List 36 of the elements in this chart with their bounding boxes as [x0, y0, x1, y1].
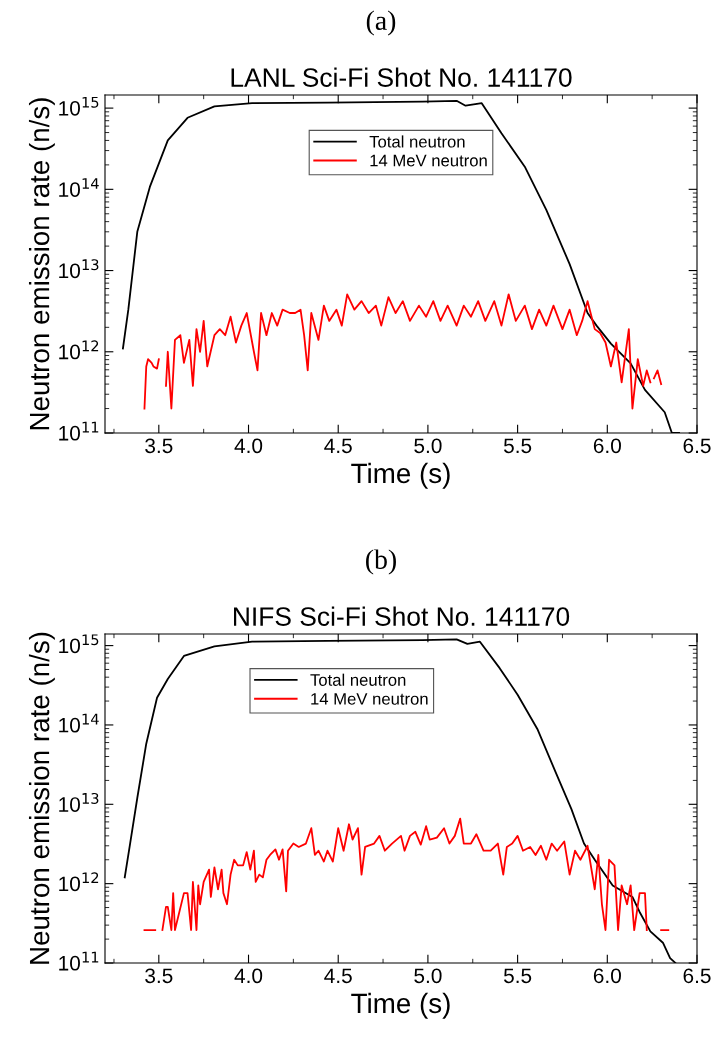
y-tick-label: 10$^{11}$ [59, 421, 99, 441]
y-tick-label: 10$^{13}$ [59, 792, 99, 812]
x-tick-label: 4.5 [324, 968, 352, 984]
x-axis-title: Time (s) [351, 992, 450, 1019]
y-tick-label: 10$^{13}$ [59, 259, 99, 279]
x-tick-label: 6.0 [593, 968, 621, 984]
x-axis-title: Time (s) [351, 462, 450, 489]
x-tick-label: 6.5 [683, 438, 711, 454]
x-tick-label: 4.5 [324, 438, 352, 454]
x-tick-label: 6.5 [683, 968, 711, 984]
y-tick-label: 10$^{14}$ [59, 713, 99, 733]
y-axis-title: Neutron emission rate (n/s) [28, 98, 55, 430]
y-tick-label: 10$^{14}$ [59, 178, 99, 197]
y-axis-title: Neutron emission rate (n/s) [28, 632, 55, 964]
x-tick-label: 5.0 [414, 968, 442, 984]
x-tick-label: 5.5 [503, 968, 532, 984]
text: (b) [366, 549, 396, 575]
y-tick-label: 10$^{12}$ [59, 872, 99, 892]
y-tick-label: 10$^{11}$ [59, 951, 99, 971]
x-tick-label: 6.0 [593, 438, 621, 454]
chart-title: LANL Sci-Fi Shot No. 141170 [231, 67, 572, 87]
legend-label: 14 MeV neutron [370, 154, 487, 167]
y-tick-label: 10$^{15}$ [59, 96, 99, 116]
chart-title: NIFS Sci-Fi Shot No. 141170 [234, 606, 570, 626]
x-tick-label: 3.5 [145, 438, 173, 454]
text: (a) [366, 10, 396, 36]
x-tick-label: 3.5 [145, 968, 173, 984]
x-tick-label: 5.0 [414, 438, 442, 454]
y-tick-label: 10$^{12}$ [59, 340, 99, 360]
x-tick-label: 5.5 [503, 438, 532, 454]
x-tick-label: 4.0 [234, 968, 263, 984]
legend-label: 14 MeV neutron [311, 693, 428, 705]
y-tick-label: 10$^{15}$ [59, 634, 99, 654]
legend-label: Total neutron [369, 135, 465, 148]
x-tick-label: 4.0 [234, 438, 263, 454]
legend-label: Total neutron [310, 673, 406, 686]
